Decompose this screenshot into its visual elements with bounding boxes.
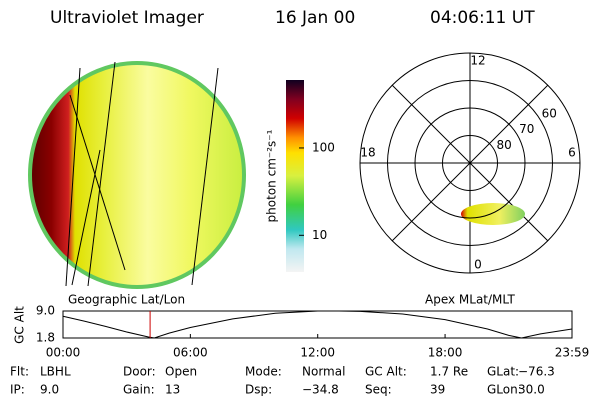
x-tick-label: 18:00 [428, 346, 463, 360]
aurora-spot [461, 203, 525, 225]
date: 16 Jan 00 [275, 8, 355, 28]
earth-image [28, 61, 246, 289]
info-value: LBHL [40, 365, 71, 379]
colorbar-tick-label: 10 [312, 228, 327, 242]
y-label: GC Alt [13, 306, 27, 344]
info-label: GLat: [487, 365, 519, 379]
colorbar [286, 80, 304, 272]
x-tick-label: 06:00 [173, 346, 208, 360]
info-value: 1.7 Re [430, 365, 468, 379]
geo-label: Geographic Lat/Lon [68, 293, 185, 307]
lat-label: 60 [542, 106, 557, 120]
x-tick-label: 23:59 [555, 346, 590, 360]
info-label: Flt: [10, 365, 29, 379]
info-label: IP: [10, 383, 25, 397]
lat-ring [442, 135, 498, 191]
colorbar-tick-label: 100 [312, 140, 335, 154]
lat-ring [414, 107, 526, 219]
info-value: Open [165, 365, 197, 379]
lat-label: 70 [519, 122, 534, 136]
polar-grid [359, 52, 581, 274]
info-value: −34.8 [302, 383, 339, 397]
info-label: GC Alt: [365, 365, 407, 379]
info-value: Normal [302, 365, 345, 379]
altitude-line [62, 310, 573, 339]
x-tick-label: 00:00 [46, 346, 81, 360]
info-value: −76.3 [518, 365, 555, 379]
mlt-label: 12 [470, 54, 485, 68]
title: Ultraviolet Imager [50, 8, 204, 28]
info-label: GLon: [487, 383, 522, 397]
info-label: Door: [123, 365, 156, 379]
info-label: Mode: [245, 365, 282, 379]
geo-grid [65, 61, 219, 287]
info-value: 39 [430, 383, 445, 397]
info-label: Seq: [365, 383, 392, 397]
info-value: 30.0 [518, 383, 545, 397]
lat-ring [387, 80, 553, 246]
info-label: Dsp: [245, 383, 272, 397]
y-tick-label: 9.0 [36, 304, 55, 318]
y-tick-label: 1.8 [36, 331, 55, 345]
alt-frame [62, 310, 573, 339]
info-label: Gain: [123, 383, 155, 397]
colorbar-label: photon cm⁻²s⁻¹ [265, 129, 279, 222]
lat-label: 80 [497, 138, 512, 152]
mlt-label: 18 [360, 146, 375, 160]
mlt-label: 6 [568, 146, 576, 160]
mlt-label: 0 [474, 258, 482, 272]
info-value: 9.0 [40, 383, 59, 397]
time: 04:06:11 UT [430, 8, 535, 28]
info-value: 13 [165, 383, 180, 397]
polar-label: Apex MLat/MLT [425, 293, 515, 307]
x-tick-label: 12:00 [300, 346, 335, 360]
